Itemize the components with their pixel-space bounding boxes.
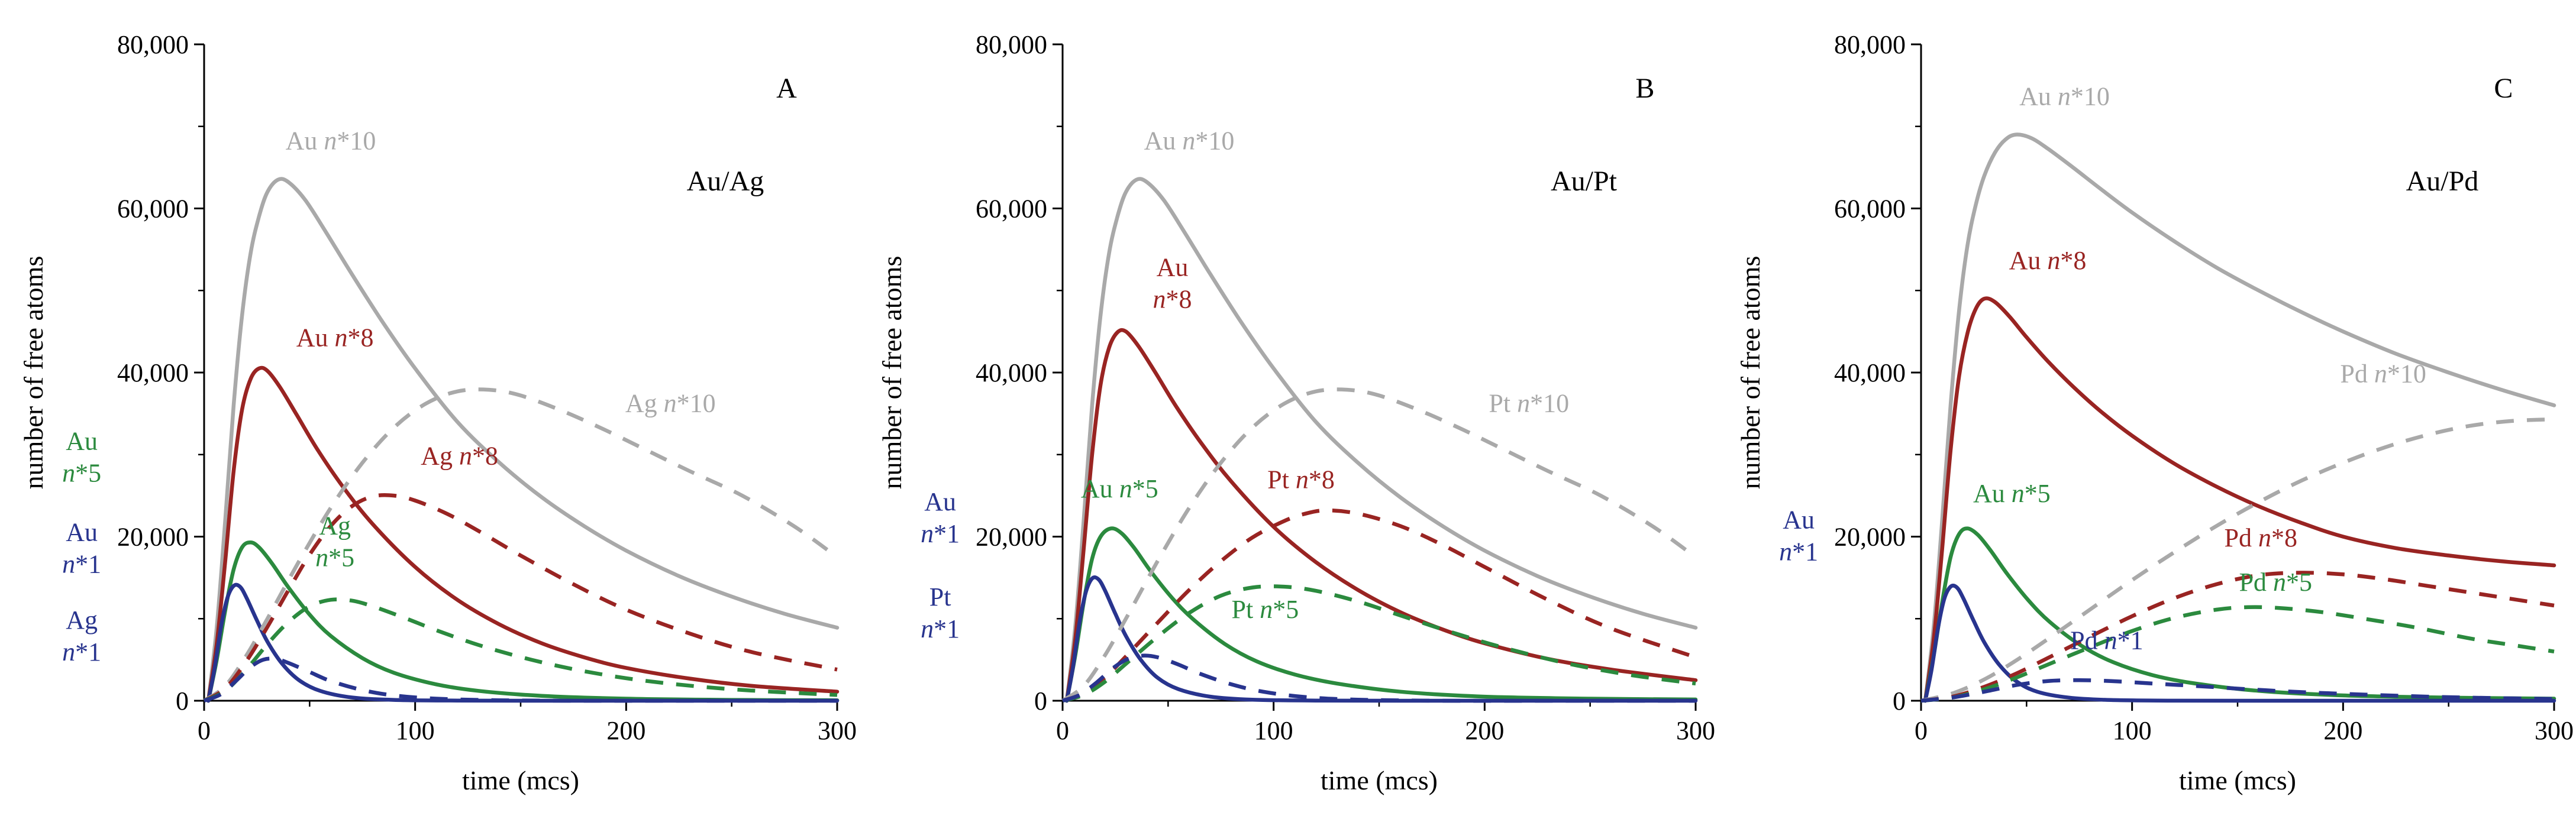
plot-label-au-pd: Au/Pd [2406, 166, 2479, 197]
plot-label-pt-n-5: Pt n*5 [1232, 595, 1299, 624]
plot-label-pt-n-1: Pt n*1 [921, 582, 960, 643]
plot-label-au-n-5: Au n*5 [62, 426, 101, 487]
plot-label-au-n-1: Au n*1 [62, 517, 101, 578]
plot-label-au-n-10: Au n*10 [1144, 127, 1235, 156]
plot-label-a: A [776, 73, 797, 104]
chart-panel-b: 0 20,000 40,000 60,000 80,000 0 100 200 300 numbe… [877, 30, 1715, 795]
series-au-n-8 [206, 365, 840, 703]
y-tick-label: 60,000 [117, 195, 189, 224]
plot-label-au-n-5: Au n*5 [1081, 474, 1158, 503]
series-au-n-8 [1923, 296, 2556, 703]
plot-label-ag-n-5: Ag n*5 [315, 511, 354, 572]
series-au-n-10 [1923, 132, 2556, 703]
y-tick-label: 60,000 [976, 195, 1047, 224]
series-au-n-10 [206, 177, 840, 703]
y-tick-label: 0 [1893, 687, 1906, 716]
y-tick-label: 80,000 [117, 30, 189, 59]
plot-label-pd-n-1: Pd n*1 [2070, 626, 2143, 655]
series-pd-n-10 [1920, 417, 2555, 703]
plot-label-au-n-8: Au n*8 [1153, 253, 1192, 313]
plot-label-au-pt: Au/Pt [1551, 166, 1618, 197]
series-pt-n-10 [1061, 387, 1697, 703]
y-tick-label: 0 [1034, 687, 1047, 716]
series-pd-n-8 [1920, 571, 2555, 703]
plot-label-ag-n-10: Ag n*10 [625, 389, 716, 418]
x-axis-label: time (mcs) [1321, 765, 1438, 795]
chart-panel-c: 0 20,000 40,000 60,000 80,000 0 100 200 300 numbe… [1735, 30, 2574, 795]
series-ag-n-1 [203, 656, 837, 703]
x-tick-label: 300 [2535, 716, 2574, 745]
y-axis-label: number of free atoms [1735, 256, 1765, 490]
series-au-n-8 [1064, 328, 1698, 703]
plot-label-au-n-8: Au n*8 [296, 323, 374, 352]
x-axis-label: time (mcs) [2179, 765, 2296, 795]
y-tick-label: 40,000 [976, 358, 1047, 387]
plot-label-c: C [2494, 73, 2513, 104]
y-axis-label: number of free atoms [877, 256, 907, 490]
x-tick-label: 300 [1676, 716, 1715, 745]
series-ag-n-5 [203, 597, 838, 703]
y-tick-label: 20,000 [117, 523, 189, 552]
y-tick-label: 20,000 [976, 523, 1047, 552]
x-tick-label: 0 [1915, 716, 1928, 745]
plot-label-au-n-10: Au n*10 [2019, 82, 2110, 111]
plot-label-au-n-10: Au n*10 [286, 127, 376, 156]
plot-label-au-n-1: Au n*1 [1779, 506, 1818, 566]
chart-panel-a: 0 20,000 40,000 60,000 80,000 0 100 200 300 numbe… [18, 30, 857, 795]
series-pd-n-5 [1920, 605, 2555, 703]
x-tick-label: 100 [396, 716, 435, 745]
series-ag-n-8 [203, 493, 838, 703]
y-tick-label: 0 [176, 687, 189, 716]
plot-label-pt-n-8: Pt n*8 [1267, 465, 1335, 494]
plot-label-pd-n-5: Pd n*5 [2239, 568, 2312, 597]
plot-label-pd-n-10: Pd n*10 [2340, 360, 2426, 389]
series-ag-n-10 [203, 387, 838, 703]
plot-label-ag-n-1: Ag n*1 [62, 606, 101, 666]
series-au-n-5 [206, 540, 840, 703]
y-tick-label: 40,000 [1834, 358, 1906, 387]
y-tick-label: 60,000 [1834, 195, 1906, 224]
x-tick-label: 200 [606, 716, 645, 745]
plot-label-b: B [1635, 73, 1654, 104]
x-tick-label: 100 [1254, 716, 1293, 745]
y-tick-label: 80,000 [1834, 30, 1906, 59]
series-pt-n-8 [1061, 508, 1697, 703]
y-tick-label: 20,000 [1834, 523, 1906, 552]
x-tick-label: 200 [1465, 716, 1504, 745]
series-pt-n-1 [1061, 653, 1696, 703]
x-tick-label: 200 [2323, 716, 2362, 745]
plot-label-au-n-8: Au n*8 [2009, 246, 2087, 275]
series-pd-n-1 [1920, 678, 2555, 703]
series-au-n-1 [1064, 575, 1698, 703]
series-pt-n-5 [1062, 584, 1696, 703]
x-tick-label: 100 [2113, 716, 2152, 745]
series-au-n-10 [1064, 177, 1698, 703]
x-tick-label: 0 [1056, 716, 1069, 745]
plot-label-pd-n-8: Pd n*8 [2224, 523, 2297, 552]
plot-label-au-n-1: Au n*1 [921, 487, 960, 548]
plot-label-pt-n-10: Pt n*10 [1489, 389, 1569, 418]
y-tick-label: 40,000 [117, 358, 189, 387]
plot-label-au-n-5: Au n*5 [1973, 479, 2051, 508]
series-au-n-5 [1064, 526, 1698, 703]
y-tick-label: 80,000 [976, 30, 1047, 59]
plot-label-ag-n-8: Ag n*8 [421, 441, 498, 470]
plot-label-au-ag: Au/Ag [687, 166, 764, 197]
x-tick-label: 0 [198, 716, 211, 745]
y-axis-label: number of free atoms [18, 256, 49, 490]
x-tick-label: 300 [818, 716, 857, 745]
x-axis-label: time (mcs) [462, 765, 579, 795]
